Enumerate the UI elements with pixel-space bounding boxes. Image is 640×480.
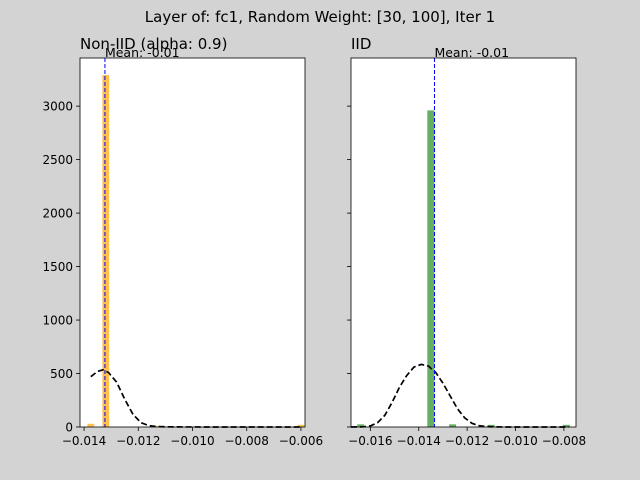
non-iid-histogram-bar: [87, 423, 95, 427]
iid-mean-label: Mean: -0.01: [434, 45, 509, 60]
iid-histogram-bar: [357, 424, 365, 427]
non-iid-histogram-bar: [297, 424, 305, 427]
iid-panel-title: IID: [351, 35, 371, 53]
figure-suptitle: Layer of: fc1, Random Weight: [30, 100],…: [145, 8, 495, 26]
non-iid-y-tick-label: 500: [50, 367, 73, 381]
iid-x-tick-label: −0.016: [348, 434, 392, 448]
iid-histogram-bar: [562, 424, 570, 427]
non-iid-x-tick-label: −0.006: [279, 434, 323, 448]
iid-x-tick-label: −0.014: [397, 434, 441, 448]
iid-x-tick-label: −0.012: [445, 434, 489, 448]
non-iid-y-tick-label: 2000: [42, 207, 73, 221]
non-iid-x-tick-label: −0.008: [225, 434, 269, 448]
non-iid-y-tick-label: 0: [65, 421, 73, 435]
non-iid-x-tick-label: −0.012: [116, 434, 160, 448]
non-iid-y-tick-label: 1000: [42, 314, 73, 328]
iid-histogram-bar: [427, 110, 435, 428]
iid-histogram-bar: [449, 424, 457, 427]
iid-axes-frame: [350, 57, 577, 428]
iid-plot-area: [351, 58, 576, 427]
non-iid-x-tick-label: −0.010: [170, 434, 214, 448]
non-iid-plot-area: [80, 58, 305, 427]
non-iid-y-tick-label: 1500: [42, 260, 73, 274]
iid-panel: Mean: -0.01 −0.016 −0.014 −0.012 −0.010 −0.00…: [347, 35, 586, 448]
non-iid-y-tick-label: 3000: [42, 100, 73, 114]
non-iid-mean-label: Mean: -0.01: [105, 45, 180, 60]
non-iid-panel: Mean: -0.01 −0.014 −0.012 −0.010 −0.008 −0.00…: [42, 35, 323, 448]
non-iid-x-tick-label: −0.014: [62, 434, 106, 448]
non-iid-y-tick-label: 2500: [42, 153, 73, 167]
iid-x-tick-label: −0.010: [493, 434, 537, 448]
iid-x-tick-label: −0.008: [542, 434, 586, 448]
non-iid-histogram-bar: [102, 75, 110, 428]
non-iid-panel-title: Non-IID (alpha: 0.9): [80, 35, 227, 53]
